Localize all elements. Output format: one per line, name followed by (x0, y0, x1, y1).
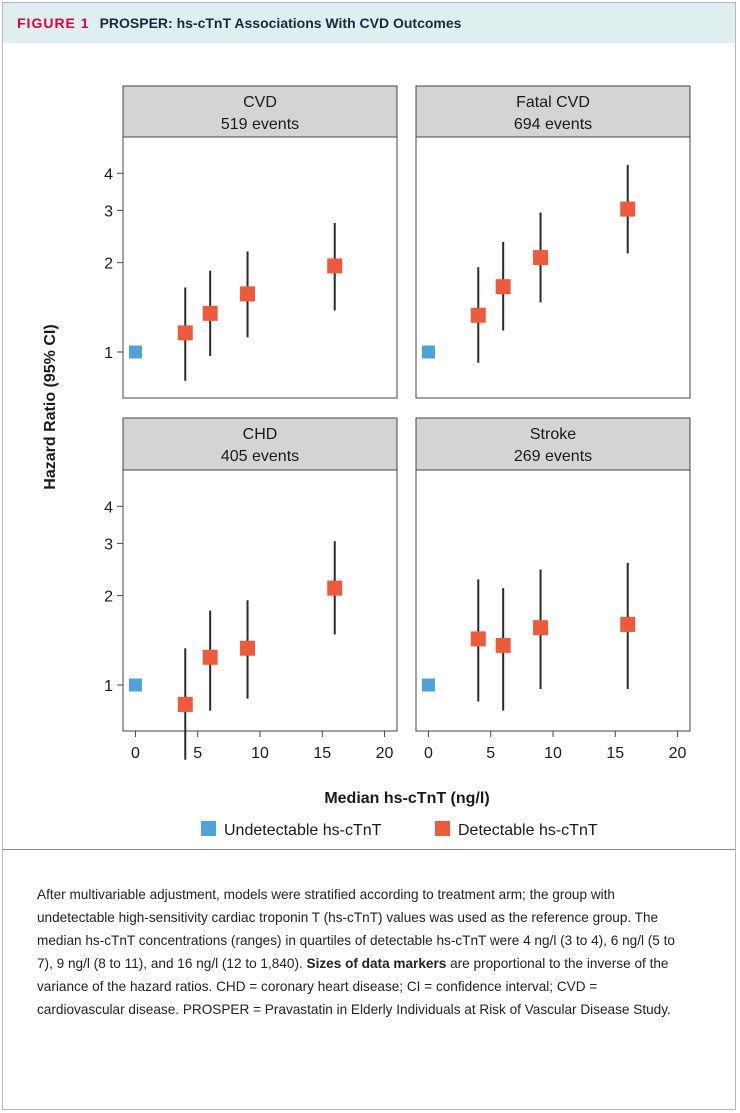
panel-frame (122, 136, 398, 399)
panel-strip (415, 417, 691, 471)
data-point (327, 580, 343, 596)
legend-swatch (435, 821, 450, 836)
legend-swatch (201, 821, 216, 836)
panel-strip (122, 85, 398, 138)
legend-label: Undetectable hs-cTnT (224, 822, 382, 839)
y-tick-label: 2 (104, 256, 113, 273)
panel-title: CVD (243, 94, 277, 111)
figure-title: PROSPER: hs-cTnT Associations With CVD O… (99, 15, 462, 31)
data-point (202, 649, 218, 665)
data-point (421, 678, 435, 692)
panel-subtitle: 269 events (514, 448, 592, 465)
data-point (128, 678, 142, 692)
caption-text-1: After multivariable adjustment, models w… (37, 887, 675, 971)
panel-subtitle: 405 events (221, 448, 299, 465)
x-axis-title: Median hs-cTnT (ng/l) (324, 790, 489, 807)
panel-frame (415, 469, 691, 732)
panel-frame (415, 136, 691, 399)
y-tick-label: 3 (104, 536, 113, 553)
figure-caption: After multivariable adjustment, models w… (37, 883, 677, 1021)
panel-strip (122, 417, 398, 471)
legend-label: Detectable hs-cTnT (458, 822, 598, 839)
data-point (620, 201, 636, 217)
data-point (533, 620, 549, 636)
panel-subtitle: 694 events (514, 116, 592, 133)
data-point (177, 325, 193, 341)
data-point (128, 345, 142, 359)
x-tick-label: 5 (193, 745, 202, 762)
panel-subtitle: 519 events (221, 116, 299, 133)
panel-title: CHD (243, 426, 278, 443)
y-tick-label: 4 (104, 166, 113, 183)
y-tick-label: 1 (104, 345, 113, 362)
chart-svg: CVD 519 events 1 2 3 4 Fatal CVD 694 events CHD 4… (42, 85, 691, 839)
panel-frame (122, 469, 398, 732)
y-tick-label: 2 (104, 589, 113, 606)
data-point (470, 307, 486, 323)
x-tick-label: 0 (131, 745, 140, 762)
data-point (240, 640, 256, 656)
x-tick-label: 10 (544, 745, 562, 762)
y-tick-label: 1 (104, 678, 113, 695)
caption-divider (3, 849, 735, 850)
caption-text-2: are proportional to the inverse of the v… (37, 956, 671, 1017)
figure-label: FIGURE 1 (17, 15, 90, 31)
data-point (533, 250, 549, 266)
panel-title: Stroke (530, 426, 576, 443)
data-point (421, 345, 435, 359)
panel-title: Fatal CVD (516, 94, 590, 111)
data-point (470, 631, 486, 647)
figure-header: FIGURE 1 PROSPER: hs-cTnT Associations W… (3, 3, 735, 43)
data-point (495, 637, 511, 653)
data-point (202, 305, 218, 321)
data-point (327, 258, 343, 274)
data-point (620, 616, 636, 632)
y-tick-label: 3 (104, 203, 113, 220)
x-tick-label: 20 (669, 745, 687, 762)
x-tick-label: 10 (251, 745, 269, 762)
caption-bold: Sizes of data markers (306, 956, 447, 971)
x-tick-label: 15 (313, 745, 331, 762)
y-axis-title: Hazard Ratio (95% CI) (42, 324, 59, 489)
x-tick-label: 5 (486, 745, 495, 762)
data-point (495, 279, 511, 295)
x-tick-label: 20 (376, 745, 394, 762)
y-tick-label: 4 (104, 499, 113, 516)
x-tick-label: 15 (606, 745, 624, 762)
x-tick-label: 0 (424, 745, 433, 762)
chart-area: CVD 519 events 1 2 3 4 Fatal CVD 694 events CHD 4… (3, 43, 735, 843)
data-point (240, 286, 256, 302)
panel-strip (415, 85, 691, 138)
data-point (177, 696, 193, 712)
